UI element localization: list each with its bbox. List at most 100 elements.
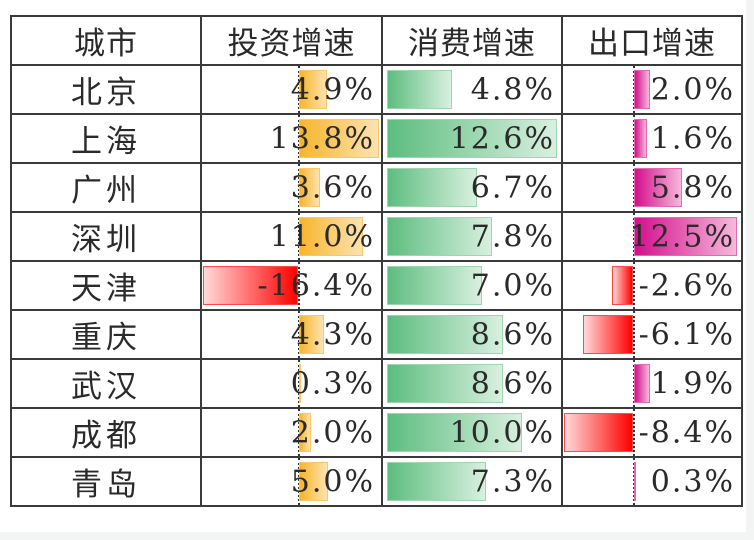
table-row: 上海 13.8% 12.6% 1.6% xyxy=(10,113,743,164)
cell-city[interactable]: 成都 xyxy=(10,407,202,458)
cell-export[interactable]: -6.1% xyxy=(561,309,743,360)
cell-investment[interactable]: 13.8% xyxy=(200,113,383,164)
investment-value: 0.3% xyxy=(290,366,375,401)
cell-consumption[interactable]: 6.7% xyxy=(381,162,563,213)
cell-consumption[interactable]: 8.6% xyxy=(381,309,563,360)
cell-consumption[interactable]: 4.8% xyxy=(381,64,563,115)
table-row: 北京 4.9% 4.8% 2.0% xyxy=(10,64,743,115)
data-bar-axis xyxy=(633,410,635,455)
table-row: 天津 -16.4% 7.0% -2.6% xyxy=(10,260,743,311)
consumption-value: 7.8% xyxy=(470,219,555,254)
header-city[interactable]: 城市 xyxy=(10,15,202,66)
export-value: 2.0% xyxy=(650,72,735,107)
cell-city[interactable]: 上海 xyxy=(10,113,202,164)
data-bar xyxy=(387,70,452,109)
consumption-value: 7.3% xyxy=(470,464,555,499)
consumption-value: 6.7% xyxy=(470,170,555,205)
cell-city[interactable]: 广州 xyxy=(10,162,202,213)
table-row: 青岛 5.0% 7.3% 0.3% xyxy=(10,456,743,507)
data-bar xyxy=(634,119,648,158)
cell-investment[interactable]: 11.0% xyxy=(200,211,383,262)
data-bar xyxy=(387,413,522,452)
cell-export[interactable]: 2.0% xyxy=(561,64,743,115)
data-bar xyxy=(299,364,301,403)
data-bar xyxy=(611,266,633,305)
export-value: -8.4% xyxy=(638,415,735,450)
cell-export[interactable]: -8.4% xyxy=(561,407,743,458)
cell-consumption[interactable]: 12.6% xyxy=(381,113,563,164)
spreadsheet-area: 城市 投资增速 消费增速 出口增速 北京 4.9% 4.8% 2.0% 上海 13.8% 1… xyxy=(0,0,746,532)
cell-export[interactable]: 0.3% xyxy=(561,456,743,507)
investment-value: 4.9% xyxy=(290,72,375,107)
data-bar-axis xyxy=(633,312,635,357)
cell-export[interactable]: 5.8% xyxy=(561,162,743,213)
table-row: 重庆 4.3% 8.6% -6.1% xyxy=(10,309,743,360)
data-bar xyxy=(634,168,682,207)
consumption-value: 4.8% xyxy=(470,72,555,107)
cell-city[interactable]: 武汉 xyxy=(10,358,202,409)
table-row: 广州 3.6% 6.7% 5.8% xyxy=(10,162,743,213)
data-bar xyxy=(387,315,504,354)
cell-city[interactable]: 深圳 xyxy=(10,211,202,262)
export-value: 0.3% xyxy=(650,464,735,499)
cell-investment[interactable]: 4.3% xyxy=(200,309,383,360)
investment-value: 5.0% xyxy=(290,464,375,499)
city-growth-table: 城市 投资增速 消费增速 出口增速 北京 4.9% 4.8% 2.0% 上海 13.8% 1… xyxy=(10,15,743,507)
cell-city[interactable]: 重庆 xyxy=(10,309,202,360)
cell-consumption[interactable]: 7.8% xyxy=(381,211,563,262)
cell-consumption[interactable]: 8.6% xyxy=(381,358,563,409)
export-value: 1.6% xyxy=(650,121,735,156)
cell-consumption[interactable]: 7.3% xyxy=(381,456,563,507)
investment-value: -16.4% xyxy=(257,268,375,303)
export-value: 1.9% xyxy=(650,366,735,401)
consumption-value: 8.6% xyxy=(470,317,555,352)
export-value: 5.8% xyxy=(650,170,735,205)
consumption-value: 10.0% xyxy=(449,415,555,450)
consumption-value: 12.6% xyxy=(449,121,555,156)
cell-investment[interactable]: 5.0% xyxy=(200,456,383,507)
data-bar xyxy=(634,70,651,109)
cell-city[interactable]: 天津 xyxy=(10,260,202,311)
header-investment[interactable]: 投资增速 xyxy=(200,15,383,66)
cell-investment[interactable]: 4.9% xyxy=(200,64,383,115)
data-bar-axis xyxy=(298,263,300,308)
data-bar xyxy=(564,413,633,452)
data-bar xyxy=(203,266,298,305)
cell-export[interactable]: -2.6% xyxy=(561,260,743,311)
table-row: 深圳 11.0% 7.8% 12.5% xyxy=(10,211,743,262)
data-bar xyxy=(387,462,486,501)
investment-value: 4.3% xyxy=(290,317,375,352)
investment-value: 13.8% xyxy=(269,121,375,156)
cell-consumption[interactable]: 10.0% xyxy=(381,407,563,458)
data-bar xyxy=(582,315,633,354)
cell-city[interactable]: 北京 xyxy=(10,64,202,115)
investment-value: 3.6% xyxy=(290,170,375,205)
export-value: -6.1% xyxy=(638,317,735,352)
data-bar xyxy=(634,364,650,403)
data-bar xyxy=(299,119,380,158)
header-row: 城市 投资增速 消费增速 出口增速 xyxy=(10,15,743,66)
header-consumption[interactable]: 消费增速 xyxy=(381,15,563,66)
cell-investment[interactable]: 2.0% xyxy=(200,407,383,458)
cell-investment[interactable]: 3.6% xyxy=(200,162,383,213)
cell-investment[interactable]: 0.3% xyxy=(200,358,383,409)
cell-city[interactable]: 青岛 xyxy=(10,456,202,507)
table-row: 成都 2.0% 10.0% -8.4% xyxy=(10,407,743,458)
cell-export[interactable]: 12.5% xyxy=(561,211,743,262)
export-value: 12.5% xyxy=(629,219,735,254)
cell-export[interactable]: 1.9% xyxy=(561,358,743,409)
investment-value: 2.0% xyxy=(290,415,375,450)
header-export[interactable]: 出口增速 xyxy=(561,15,743,66)
data-bar xyxy=(299,462,328,501)
data-bar xyxy=(299,70,328,109)
cell-consumption[interactable]: 7.0% xyxy=(381,260,563,311)
consumption-value: 8.6% xyxy=(470,366,555,401)
data-bar xyxy=(634,217,737,256)
cell-export[interactable]: 1.6% xyxy=(561,113,743,164)
data-bar xyxy=(299,413,311,452)
data-bar xyxy=(387,364,504,403)
cell-investment[interactable]: -16.4% xyxy=(200,260,383,311)
data-bar xyxy=(299,315,324,354)
data-bar xyxy=(387,168,478,207)
data-bar xyxy=(299,168,320,207)
